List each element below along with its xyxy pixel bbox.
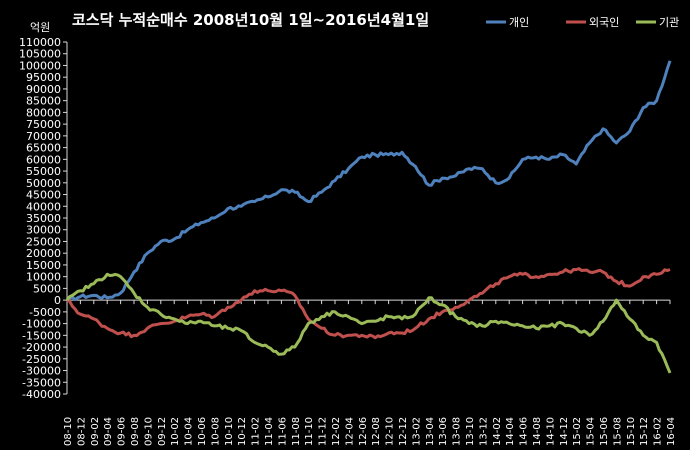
x-tick-label: 12-06 — [358, 417, 369, 446]
x-tick-label: 12-08 — [371, 417, 382, 446]
x-tick-label: 14-06 — [519, 417, 530, 446]
y-tick-label: 50000 — [26, 177, 61, 190]
series-group — [65, 60, 672, 374]
y-tick-label: 0 — [54, 294, 61, 307]
x-tick-label: 09-04 — [103, 417, 114, 446]
y-tick-label: -5000 — [29, 306, 61, 319]
x-tick-label: 11-04 — [264, 417, 275, 446]
x-tick-label: 15-08 — [612, 417, 623, 446]
x-tick-label: 12-12 — [398, 417, 409, 446]
y-tick-label: 25000 — [26, 235, 61, 248]
x-tick-label: 10-12 — [237, 417, 248, 446]
y-tick-label: -40000 — [22, 388, 61, 401]
x-tick-label: 10-10 — [224, 417, 235, 446]
y-tick-label: 15000 — [26, 259, 61, 272]
x-tick-label: 10-06 — [197, 417, 208, 446]
y-tick-label: 10000 — [26, 271, 61, 284]
y-tick-label: -15000 — [22, 329, 61, 342]
y-tick-label: 5000 — [33, 282, 61, 295]
series-line-1 — [66, 60, 672, 302]
series-line-2 — [66, 267, 671, 340]
y-tick-label: 65000 — [26, 142, 61, 155]
x-tick-label: 16-04 — [666, 417, 677, 446]
x-tick-label: 11-02 — [251, 417, 262, 446]
x-tick-label: 11-10 — [304, 417, 315, 446]
y-tick-label: 30000 — [26, 224, 61, 237]
x-tick-label: 12-04 — [344, 417, 355, 446]
x-tick-label: 14-10 — [545, 417, 556, 446]
x-axis: 08-10 08-12 09-02 09-04 09-06 09-08 09-10 09-12… — [63, 300, 677, 446]
y-tick-label: 45000 — [26, 189, 61, 202]
y-tick-label: 55000 — [26, 165, 61, 178]
y-tick-label: 20000 — [26, 247, 61, 260]
y-tick-label: 70000 — [26, 130, 61, 143]
y-tick-label: -35000 — [22, 376, 61, 389]
x-tick-label: 15-12 — [639, 417, 650, 446]
x-tick-label: 14-08 — [532, 417, 543, 446]
y-tick-label: 85000 — [26, 95, 61, 108]
x-tick-label: 15-02 — [572, 417, 583, 446]
x-tick-label: 08-12 — [76, 417, 87, 446]
x-tick-label: 11-08 — [291, 417, 302, 446]
x-tick-label: 09-06 — [117, 417, 128, 446]
x-tick-label: 16-02 — [653, 417, 664, 446]
x-tick-label: 14-04 — [505, 417, 516, 446]
y-tick-label: 100000 — [19, 59, 61, 72]
axes — [66, 42, 670, 394]
x-tick-label: 11-06 — [277, 417, 288, 446]
chart-title: 코스닥 누적순매수 2008년10월 1일~2016년4월1일 — [72, 11, 429, 29]
y-tick-label: -25000 — [22, 353, 61, 366]
x-tick-label: 09-12 — [157, 417, 168, 446]
x-tick-label: 10-08 — [210, 417, 221, 446]
y-tick-label: 110000 — [19, 36, 61, 49]
y-tick-label: -10000 — [22, 318, 61, 331]
x-tick-label: 10-02 — [170, 417, 181, 446]
x-tick-label: 12-02 — [331, 417, 342, 446]
y-tick-label: 75000 — [26, 118, 61, 131]
x-tick-label: 14-12 — [559, 417, 570, 446]
legend-label: 외국인 — [589, 16, 619, 29]
x-tick-label: 08-10 — [63, 417, 74, 446]
x-tick-label: 09-02 — [90, 417, 101, 446]
y-axis: 1100001050001000009500090000850008000075… — [19, 36, 67, 401]
legend: 개인 외국인 기관 — [486, 16, 679, 29]
x-tick-label: 13-08 — [452, 417, 463, 446]
legend-label: 개인 — [509, 16, 529, 29]
y-tick-label: 40000 — [26, 200, 61, 213]
x-tick-label: 15-04 — [586, 417, 597, 446]
y-tick-label: 80000 — [26, 106, 61, 119]
x-tick-label: 14-02 — [492, 417, 503, 446]
x-tick-label: 12-10 — [385, 417, 396, 446]
series-line-3 — [65, 272, 672, 374]
x-tick-label: 11-12 — [318, 417, 329, 446]
x-tick-label: 09-08 — [130, 417, 141, 446]
y-tick-label: 60000 — [26, 153, 61, 166]
x-tick-label: 13-12 — [478, 417, 489, 446]
x-tick-label: 13-10 — [465, 417, 476, 446]
y-tick-label: 90000 — [26, 83, 61, 96]
y-tick-label: 95000 — [26, 71, 61, 84]
y-axis-unit-label: 억원 — [30, 21, 50, 34]
x-tick-label: 10-04 — [184, 417, 195, 446]
y-tick-label: 35000 — [26, 212, 61, 225]
y-tick-label: 105000 — [19, 48, 61, 61]
x-tick-label: 15-10 — [626, 417, 637, 446]
y-tick-label: -20000 — [22, 341, 61, 354]
x-tick-label: 09-10 — [143, 417, 154, 446]
y-tick-label: -30000 — [22, 365, 61, 378]
x-tick-label: 13-02 — [411, 417, 422, 446]
x-tick-label: 13-06 — [438, 417, 449, 446]
x-tick-label: 15-06 — [599, 417, 610, 446]
legend-label: 기관 — [659, 16, 679, 29]
x-tick-label: 13-04 — [425, 417, 436, 446]
